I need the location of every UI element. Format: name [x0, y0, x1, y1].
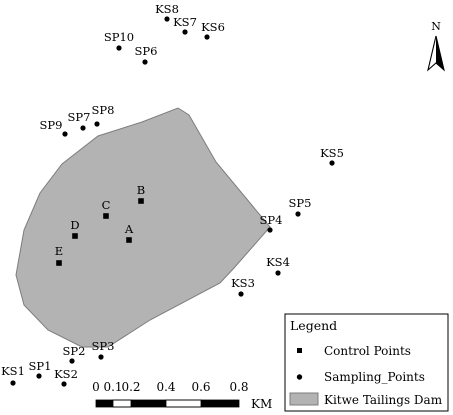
legend-polygon-swatch	[289, 392, 319, 406]
sampling-point-label-SP7: SP7	[68, 110, 91, 124]
sampling-point-label-SP2: SP2	[63, 344, 86, 358]
sampling-point-label-SP10: SP10	[104, 30, 134, 44]
legend-label-tailings-dam: Kitwe Tailings Dam	[324, 393, 443, 407]
scale-tick-0.8: 0.8	[229, 380, 248, 394]
control-point-marker-B	[138, 198, 144, 204]
legend-square-icon	[297, 348, 302, 353]
sampling-point-label-SP8: SP8	[92, 103, 115, 117]
legend: Legend Control Points Sampling_Points Ki…	[284, 313, 449, 412]
control-point-label-A: A	[124, 222, 134, 236]
scale-tick-0.4: 0.4	[156, 380, 175, 394]
scale-bar: 0 0.1 0.2 0.4 0.6 0.8 KM	[92, 380, 272, 411]
sampling-point-label-KS5: KS5	[320, 146, 344, 160]
sampling-point-marker-KS2	[61, 381, 67, 387]
control-points-layer: A B C DE	[55, 183, 145, 266]
sampling-point-marker-SP6	[142, 59, 148, 65]
sampling-point-marker-SP3	[98, 354, 104, 360]
sampling-point-label-KS1: KS1	[1, 364, 25, 378]
kitwe-tailings-dam-polygon	[15, 107, 271, 348]
scale-tick-0.6: 0.6	[191, 380, 210, 394]
sampling-point-marker-SP10	[116, 45, 122, 51]
sampling-point-label-SP4: SP4	[260, 213, 283, 227]
sampling-point-marker-SP2	[69, 358, 75, 364]
legend-label-sampling-points: Sampling_Points	[324, 370, 425, 384]
sampling-point-marker-SP8	[94, 121, 100, 127]
sampling-point-label-KS6: KS6	[201, 20, 225, 34]
sampling-point-label-SP1: SP1	[29, 359, 52, 373]
sampling-point-marker-KS7	[182, 29, 188, 35]
sampling-point-label-SP6: SP6	[135, 44, 158, 58]
scale-tick-0.1: 0.1	[103, 380, 122, 394]
sampling-point-marker-SP5	[295, 211, 301, 217]
sampling-point-marker-SP7	[80, 125, 86, 131]
sampling-point-label-SP5: SP5	[289, 196, 312, 210]
sampling-point-marker-KS3	[238, 291, 244, 297]
sampling-point-label-KS4: KS4	[266, 255, 290, 269]
sampling-point-label-KS7: KS7	[173, 15, 197, 29]
north-arrow: N	[427, 20, 445, 72]
sampling-point-marker-SP4	[267, 227, 273, 233]
sampling-point-marker-KS4	[275, 270, 281, 276]
sampling-point-label-KS8: KS8	[155, 2, 179, 16]
control-point-marker-E	[56, 260, 62, 266]
sampling-point-marker-KS6	[204, 34, 210, 40]
control-point-marker-C	[103, 213, 109, 219]
scale-tick-0: 0	[92, 380, 100, 394]
control-point-marker-A	[126, 237, 132, 243]
legend-label-control-points: Control Points	[324, 344, 411, 358]
control-point-label-B: B	[137, 183, 145, 197]
sampling-point-label-SP3: SP3	[92, 339, 115, 353]
sampling-point-label-KS3: KS3	[231, 276, 255, 290]
sampling-point-label-KS2: KS2	[54, 367, 78, 381]
scale-unit: KM	[251, 397, 272, 411]
sampling-point-marker-KS8	[164, 16, 170, 22]
sampling-point-label-SP9: SP9	[40, 118, 63, 132]
sampling-point-marker-KS1	[10, 380, 16, 386]
control-point-label-C: C	[102, 198, 111, 212]
sampling-point-marker-KS5	[329, 160, 335, 166]
control-point-marker-D	[72, 233, 78, 239]
control-point-label-D: D	[70, 218, 79, 232]
sampling-point-marker-SP9	[62, 131, 68, 137]
scale-tick-0.2: 0.2	[121, 380, 140, 394]
sampling-point-marker-SP1	[36, 373, 42, 379]
control-point-label-E: E	[55, 244, 63, 258]
north-arrow-label: N	[431, 20, 441, 33]
legend-title: Legend	[290, 318, 337, 333]
legend-circle-icon	[296, 374, 303, 380]
